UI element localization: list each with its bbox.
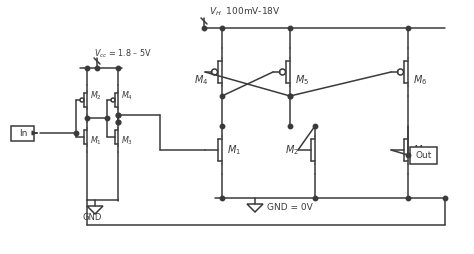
Text: GND: GND — [83, 214, 102, 223]
Text: $M_3$: $M_3$ — [413, 143, 427, 157]
Text: $M_3$: $M_3$ — [121, 135, 133, 147]
Text: $M_5$: $M_5$ — [295, 73, 309, 87]
Text: $V_{cc}$ = 1.8 – 5V: $V_{cc}$ = 1.8 – 5V — [94, 48, 152, 60]
Text: In: In — [19, 129, 27, 137]
Text: $M_6$: $M_6$ — [413, 73, 427, 87]
Text: $M_4$: $M_4$ — [121, 90, 133, 102]
Text: Out: Out — [416, 151, 432, 160]
Text: $V_H$  100mV-18V: $V_H$ 100mV-18V — [209, 6, 281, 18]
FancyBboxPatch shape — [11, 125, 35, 140]
Text: $M_2$: $M_2$ — [90, 90, 102, 102]
FancyBboxPatch shape — [410, 147, 438, 164]
Text: $M_1$: $M_1$ — [227, 143, 241, 157]
Text: $M_2$: $M_2$ — [285, 143, 299, 157]
Text: $M_4$: $M_4$ — [194, 73, 209, 87]
Text: $M_1$: $M_1$ — [90, 135, 102, 147]
Text: GND = 0V: GND = 0V — [267, 203, 313, 213]
